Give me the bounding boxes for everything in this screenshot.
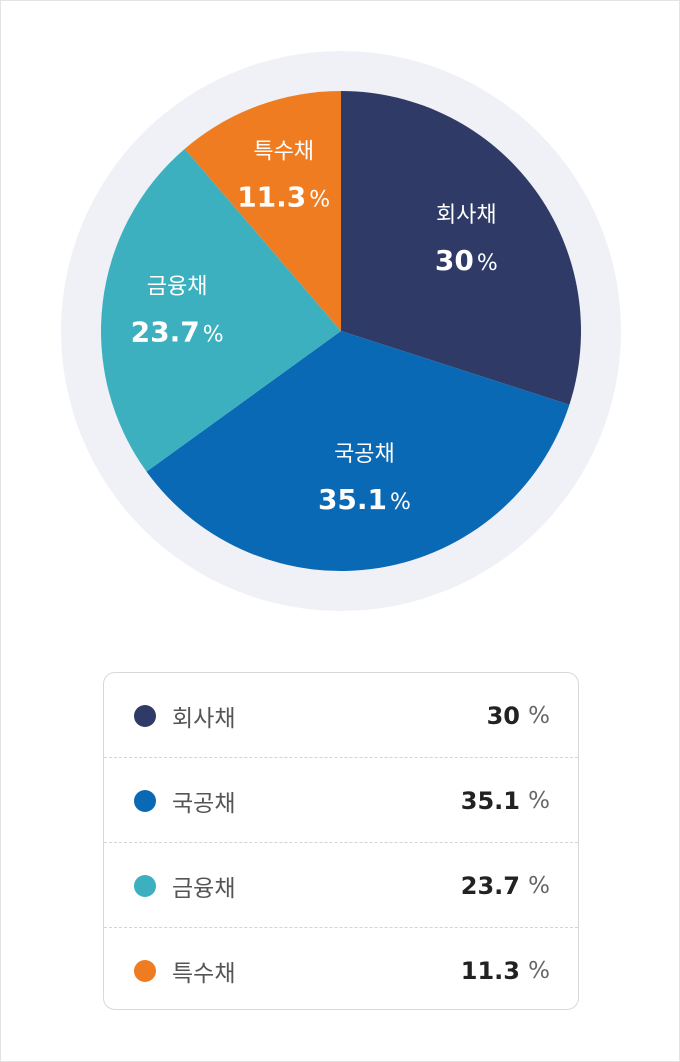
slice-label: 특수채	[253, 139, 314, 164]
slice-value-label: 35.1%	[318, 483, 411, 516]
legend-box: 회사채 30 % 국공채 35.1 % 금융채 23.7 % 특수채 11.3 …	[103, 672, 579, 1010]
slice-value-label: 30%	[435, 244, 498, 277]
legend-value: 35.1	[460, 786, 520, 815]
slice-value-label: 23.7%	[131, 316, 224, 349]
legend-row: 회사채 30 %	[104, 673, 578, 758]
pie-slice	[341, 91, 581, 405]
legend-row: 특수채 11.3 %	[104, 927, 578, 1013]
legend-color-dot	[134, 959, 156, 982]
slice-label: 국공채	[334, 442, 395, 467]
legend-unit: %	[528, 787, 550, 814]
legend-color-dot	[134, 789, 156, 812]
slice-label: 금융채	[147, 275, 208, 300]
slice-value-label: 11.3%	[237, 180, 330, 213]
legend-value: 11.3	[460, 956, 520, 985]
legend-label: 회사채	[172, 705, 236, 732]
legend-row: 금융채 23.7 %	[104, 842, 578, 928]
legend-label: 특수채	[172, 960, 236, 987]
pie-slice	[146, 331, 570, 572]
pie-slice	[100, 148, 341, 472]
legend-unit: %	[528, 957, 550, 984]
legend-color-dot	[134, 704, 156, 727]
legend-unit: %	[528, 872, 550, 899]
legend-row: 국공채 35.1 %	[104, 757, 578, 843]
pie-chart: 회사채 30 % 국공채 35.1 % 금융채 23.7 % 특수채 11.3%	[61, 51, 621, 611]
slice-label: 회사채	[436, 203, 497, 228]
legend-unit: %	[528, 702, 550, 729]
legend-label: 금융채	[172, 875, 236, 902]
legend-label: 국공채	[172, 790, 236, 817]
legend-value: 23.7	[460, 871, 520, 900]
legend-color-dot	[134, 874, 156, 897]
pie-slice	[184, 91, 341, 331]
legend-value: 30	[486, 701, 520, 730]
